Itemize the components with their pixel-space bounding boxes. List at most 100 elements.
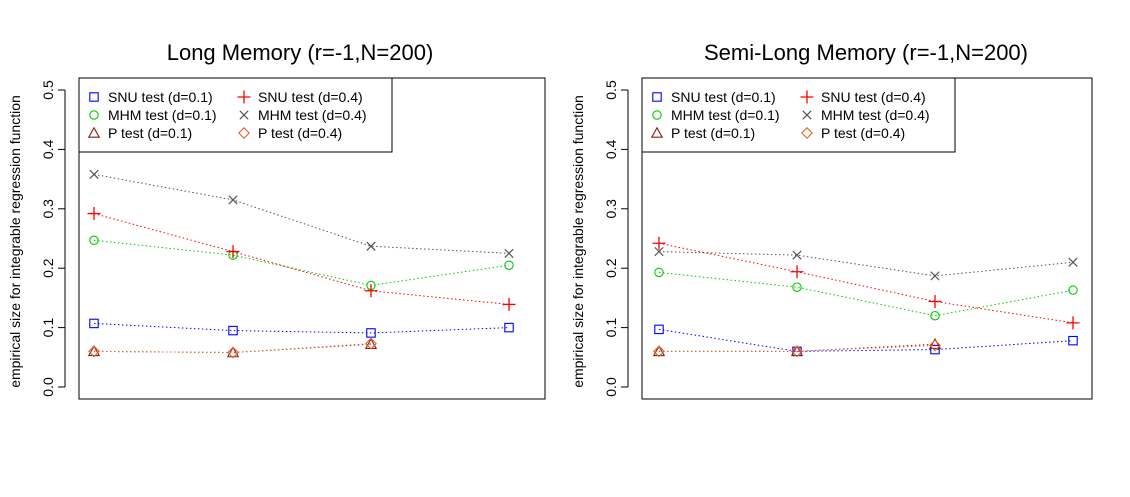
data-point bbox=[87, 345, 101, 357]
data-point bbox=[88, 345, 100, 358]
data-point bbox=[790, 265, 804, 279]
series-line bbox=[93, 239, 510, 286]
legend-item: MHM test (d=0.1) bbox=[89, 107, 217, 123]
legend: SNU test (d=0.1) MHM test (d=0.1) P test (… bbox=[641, 77, 956, 153]
y-tick-label: 0.3 bbox=[603, 199, 619, 219]
data-point bbox=[89, 235, 99, 246]
legend-label: P test (d=0.4) bbox=[821, 125, 905, 141]
y-tick-label: 0.5 bbox=[603, 80, 619, 100]
series-mhm-test-d-0-1 bbox=[654, 267, 1078, 321]
data-point bbox=[654, 267, 664, 278]
series-snu-test-d-0-1 bbox=[654, 324, 1078, 357]
legend-item: MHM test (d=0.1) bbox=[652, 107, 780, 123]
data-point bbox=[928, 294, 942, 308]
legend-marker bbox=[650, 126, 664, 138]
legend-item: SNU test (d=0.1) bbox=[652, 89, 776, 105]
legend: SNU test (d=0.1) MHM test (d=0.1) P test (… bbox=[78, 77, 393, 153]
data-point bbox=[366, 328, 376, 338]
legend-label: P test (d=0.4) bbox=[258, 125, 342, 141]
series-line bbox=[93, 213, 510, 305]
series-p-test-d-0-1 bbox=[652, 337, 942, 357]
series-line bbox=[658, 271, 1074, 317]
y-axis-label: empirical size for integrable regression… bbox=[570, 95, 586, 388]
data-point bbox=[654, 246, 664, 257]
legend-label: MHM test (d=0.4) bbox=[258, 107, 367, 123]
data-point bbox=[1068, 335, 1078, 346]
data-point bbox=[792, 250, 802, 260]
legend-item: SNU test (d=0.4) bbox=[237, 89, 363, 105]
y-tick-label: 0.4 bbox=[40, 139, 56, 159]
legend-marker bbox=[89, 110, 99, 120]
data-point bbox=[228, 325, 238, 336]
data-point bbox=[1066, 316, 1080, 330]
legend-label: MHM test (d=0.1) bbox=[671, 107, 780, 123]
legend-marker bbox=[89, 92, 99, 102]
series-snu-test-d-0-4 bbox=[652, 236, 1080, 330]
data-point bbox=[87, 207, 101, 221]
series-mhm-test-d-0-1 bbox=[89, 235, 514, 291]
data-point bbox=[364, 284, 378, 298]
legend-item: P test (d=0.1) bbox=[87, 125, 192, 141]
data-point bbox=[791, 345, 803, 358]
legend-box bbox=[78, 77, 393, 153]
data-point bbox=[89, 169, 99, 179]
legend-label: SNU test (d=0.1) bbox=[108, 89, 213, 105]
panel-2: Semi-Long Memory (r=-1,N=200) 0.0 0.1 0.2 0.… bbox=[570, 40, 1093, 400]
legend-marker bbox=[652, 110, 662, 120]
series-snu-test-d-0-4 bbox=[87, 207, 516, 311]
data-point bbox=[226, 245, 240, 259]
legend-label: MHM test (d=0.4) bbox=[821, 107, 930, 123]
data-point bbox=[929, 339, 941, 352]
data-point bbox=[654, 324, 664, 335]
y-tick-label: 0.1 bbox=[40, 318, 56, 338]
series-snu-test-d-0-1 bbox=[89, 318, 514, 338]
data-point bbox=[365, 337, 377, 350]
legend-marker bbox=[87, 126, 101, 138]
legend-marker bbox=[802, 110, 812, 120]
legend-item: MHM test (d=0.4) bbox=[239, 107, 367, 123]
data-point bbox=[652, 236, 666, 250]
series-mhm-test-d-0-4 bbox=[89, 169, 514, 258]
data-point bbox=[928, 337, 942, 349]
series-line bbox=[93, 322, 510, 334]
legend-label: SNU test (d=0.1) bbox=[671, 89, 776, 105]
data-point bbox=[652, 345, 666, 357]
legend-marker bbox=[238, 127, 250, 139]
legend-item: SNU test (d=0.1) bbox=[89, 89, 213, 105]
data-point bbox=[1068, 285, 1078, 295]
legend-label: SNU test (d=0.4) bbox=[821, 89, 926, 105]
series-mhm-test-d-0-4 bbox=[654, 246, 1078, 281]
data-point bbox=[930, 344, 940, 355]
legend-item: SNU test (d=0.4) bbox=[800, 89, 926, 105]
y-axis-label: empirical size for integrable regression… bbox=[7, 95, 23, 388]
y-tick-label: 0.3 bbox=[40, 199, 56, 219]
y-tick-label: 0.5 bbox=[40, 80, 56, 100]
legend-item: MHM test (d=0.4) bbox=[802, 107, 930, 123]
series-line bbox=[658, 251, 1074, 277]
series-p-test-d-0-4 bbox=[653, 339, 941, 358]
data-point bbox=[502, 297, 516, 311]
panel-1: Long Memory (r=-1,N=200) 0.0 0.1 0.2 0.3 0.4 0… bbox=[7, 40, 546, 400]
data-point bbox=[228, 195, 238, 205]
legend-box bbox=[641, 77, 956, 153]
data-point bbox=[930, 310, 940, 321]
y-tick-label: 0.2 bbox=[603, 258, 619, 278]
series-line bbox=[658, 242, 1074, 324]
y-tick-label: 0.0 bbox=[40, 377, 56, 397]
data-point bbox=[930, 271, 940, 281]
data-point bbox=[89, 318, 99, 329]
data-point bbox=[227, 346, 239, 359]
legend-marker bbox=[801, 127, 813, 139]
series-line bbox=[658, 328, 1074, 352]
legend-item: P test (d=0.4) bbox=[801, 125, 905, 141]
series-p-test-d-0-4 bbox=[88, 337, 377, 359]
y-tick-label: 0.1 bbox=[603, 318, 619, 338]
y-tick-label: 0.2 bbox=[40, 258, 56, 278]
data-point bbox=[504, 322, 514, 333]
legend-marker bbox=[652, 92, 662, 102]
y-tick-label: 0.0 bbox=[603, 377, 619, 397]
series-line bbox=[93, 173, 510, 254]
chart-title: Semi-Long Memory (r=-1,N=200) bbox=[704, 40, 1028, 65]
data-point bbox=[226, 346, 240, 358]
